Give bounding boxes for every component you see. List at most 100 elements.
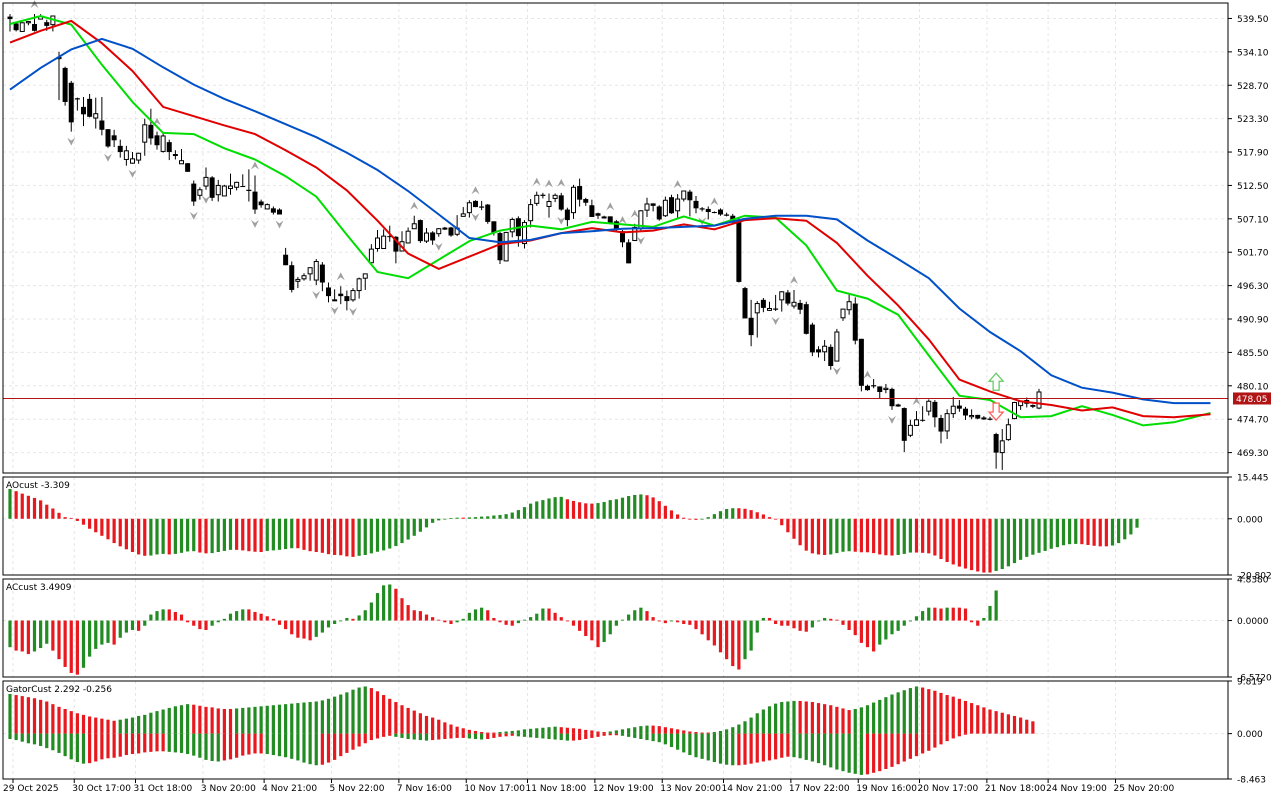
histogram-bar xyxy=(933,690,937,734)
histogram-bar xyxy=(651,617,655,621)
histogram-bar xyxy=(394,588,398,621)
histogram-bar xyxy=(400,598,404,621)
candle-bear xyxy=(920,419,926,421)
candle-bull xyxy=(552,194,558,199)
histogram-bar xyxy=(253,706,257,734)
candle-bull xyxy=(375,237,380,250)
histogram-bar xyxy=(192,733,196,756)
histogram-bar xyxy=(749,733,753,764)
candle-bull xyxy=(25,21,31,24)
candle-bull xyxy=(130,158,135,164)
y-tick-label: 0.000 xyxy=(1237,730,1263,740)
histogram-bar xyxy=(492,733,496,738)
histogram-bar xyxy=(516,730,520,734)
histogram-bar xyxy=(510,730,514,734)
histogram-bar xyxy=(137,518,141,555)
histogram-bar xyxy=(614,733,618,736)
x-tick-label: 7 Nov 16:00 xyxy=(397,784,452,794)
histogram-bar xyxy=(51,733,55,751)
time-axis: 29 Oct 2025 30 Oct 17:00 31 Oct 18:00 3 Nov… xyxy=(3,779,1174,794)
candle-bear xyxy=(693,200,699,209)
histogram-bar xyxy=(1080,518,1084,545)
candle-bull xyxy=(969,414,975,418)
histogram-bar xyxy=(210,707,214,734)
histogram-bar xyxy=(957,733,961,737)
candle-bull xyxy=(460,213,466,217)
candle-bear xyxy=(105,129,111,147)
y-tick-label: 517.90 xyxy=(1237,149,1269,159)
gator-oscillator-panel[interactable]: 9.819 0.000 -8.463 GatorCust 2.292 -0.256 xyxy=(2,678,1266,786)
histogram-bar xyxy=(20,493,24,519)
histogram-bar xyxy=(32,497,37,519)
histogram-bar xyxy=(718,620,723,653)
histogram-bar xyxy=(547,733,551,739)
histogram-bar xyxy=(467,517,471,519)
histogram-bar xyxy=(112,620,116,645)
histogram-bar xyxy=(663,505,667,519)
y-tick-label: 512.50 xyxy=(1237,182,1269,192)
histogram-bar xyxy=(743,733,747,765)
histogram-bar xyxy=(431,518,435,523)
price-panel[interactable]: 539.50 534.10 528.70 523.30 517.90 512.50 507.… xyxy=(2,0,1271,474)
histogram-bar xyxy=(578,620,582,631)
histogram-bar xyxy=(529,617,533,621)
histogram-bar xyxy=(308,702,312,734)
y-tick-label: 4.8380 xyxy=(1237,576,1269,586)
histogram-bar xyxy=(186,518,190,552)
histogram-bar xyxy=(461,733,465,738)
histogram-bar xyxy=(706,732,710,734)
histogram-bar xyxy=(553,497,557,519)
histogram-bar xyxy=(884,733,888,770)
histogram-bar xyxy=(669,620,674,622)
x-tick-label: 4 Nov 21:00 xyxy=(262,784,317,794)
histogram-bar xyxy=(333,696,337,734)
histogram-bar xyxy=(847,733,851,773)
histogram-bar xyxy=(308,733,312,765)
histogram-bar xyxy=(927,607,931,621)
candle-bull xyxy=(228,185,233,190)
y-tick-label: 0.0000 xyxy=(1237,617,1269,627)
histogram-bar xyxy=(780,702,784,734)
histogram-bar xyxy=(333,518,337,555)
histogram-bar xyxy=(375,593,380,621)
histogram-bar xyxy=(412,733,416,740)
histogram-bar xyxy=(198,518,202,553)
histogram-bar xyxy=(88,620,92,657)
candle-bear xyxy=(865,385,870,391)
histogram-bar xyxy=(296,703,300,734)
histogram-bar xyxy=(210,733,214,761)
candle-bear xyxy=(485,204,491,222)
histogram-bar xyxy=(810,518,814,554)
histogram-bar xyxy=(302,702,306,734)
y-tick-label: 523.30 xyxy=(1237,115,1269,125)
awesome-oscillator-panel[interactable]: 15.445 0.000 -20.802 AOcust -3.309 xyxy=(2,474,1272,582)
fractal-down-icon xyxy=(349,307,357,316)
y-tick-label: 485.50 xyxy=(1237,349,1269,359)
histogram-bar xyxy=(75,713,79,734)
histogram-bar xyxy=(363,518,367,555)
histogram-bar xyxy=(963,608,968,621)
histogram-bar xyxy=(498,514,502,519)
candle-bear xyxy=(319,264,325,283)
histogram-bar xyxy=(859,733,863,775)
fractal-down-icon xyxy=(104,153,112,162)
histogram-bar xyxy=(167,707,171,734)
histogram-bar xyxy=(45,620,49,644)
candle-bull xyxy=(136,152,142,161)
accelerator-oscillator-panel[interactable]: 4.8380 0.0000 -6.5720 ACcust 3.4909 xyxy=(2,576,1272,684)
histogram-bar xyxy=(853,620,857,636)
histogram-bar xyxy=(988,709,992,734)
histogram-bar xyxy=(418,518,422,532)
candle-bull xyxy=(368,248,374,264)
histogram-bar xyxy=(290,518,294,549)
candle-bull xyxy=(264,204,270,210)
histogram-bar xyxy=(988,518,992,573)
histogram-bar xyxy=(431,717,435,734)
fractal-down-icon xyxy=(557,216,566,225)
histogram-bar xyxy=(816,703,821,734)
candle-bull xyxy=(405,230,411,244)
current-price-badge xyxy=(1233,392,1271,405)
histogram-bar xyxy=(663,733,667,745)
histogram-bar xyxy=(951,696,955,734)
